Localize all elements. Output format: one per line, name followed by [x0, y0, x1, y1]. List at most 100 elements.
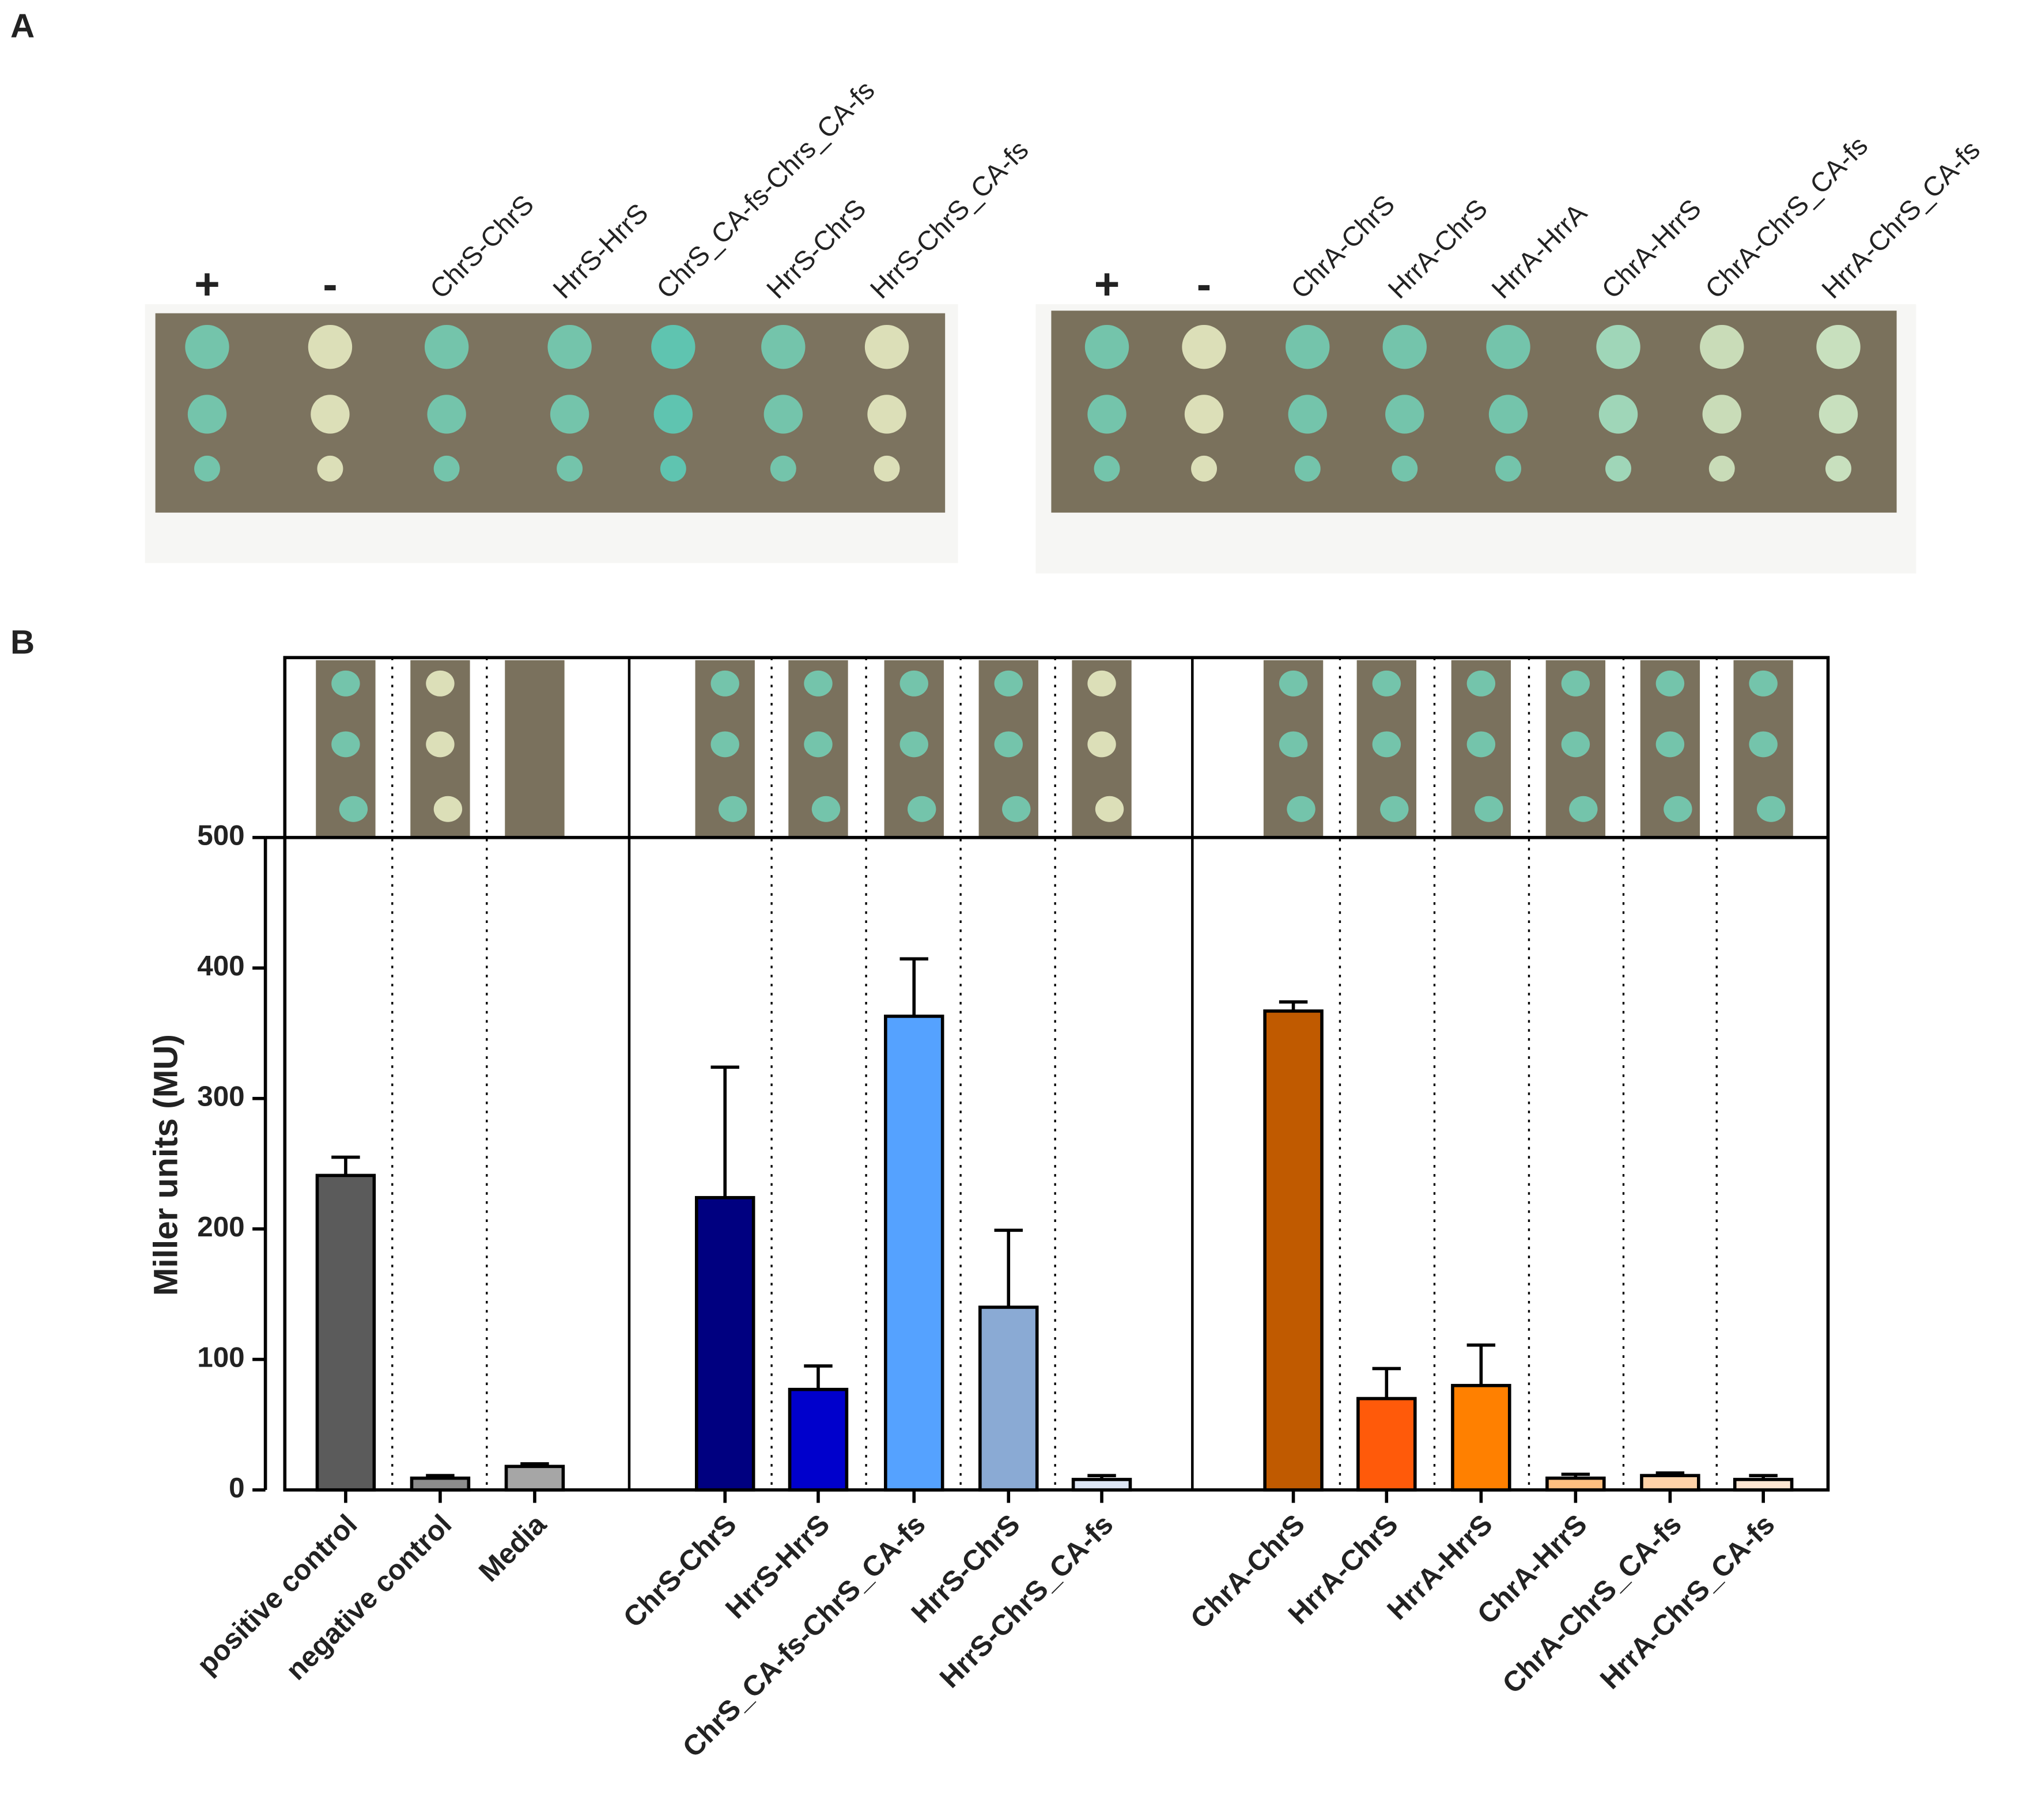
spot — [331, 670, 360, 697]
colony — [651, 324, 695, 369]
spot — [1466, 670, 1496, 697]
colony — [550, 395, 589, 434]
spot — [1655, 670, 1685, 697]
colony — [660, 455, 686, 482]
spot — [331, 731, 360, 758]
plate-label: HrrS-HrrS — [547, 197, 654, 304]
bar — [1356, 1397, 1417, 1492]
spot — [1002, 796, 1031, 822]
spot — [1087, 670, 1116, 697]
colony — [1084, 324, 1129, 369]
spot — [426, 670, 455, 697]
y-tick-label: 300 — [197, 1081, 244, 1113]
colony — [763, 395, 803, 434]
spot — [1569, 796, 1598, 822]
spot — [908, 796, 936, 822]
spot — [1756, 796, 1786, 822]
colony — [1385, 395, 1424, 434]
bar — [1071, 1478, 1132, 1492]
plate-label: + — [1094, 260, 1120, 309]
colony — [1486, 324, 1530, 369]
x-tick-label: HrrA-ChrS_CA-fs — [1594, 1508, 1780, 1695]
colony — [311, 395, 350, 434]
spot — [811, 796, 841, 822]
plate-label: - — [323, 260, 337, 309]
spot — [994, 670, 1023, 697]
colony — [1816, 324, 1861, 369]
plate-label: HrrS-ChrS_CA-fs — [864, 134, 1034, 304]
panel-label: A — [10, 7, 35, 45]
colony — [761, 324, 806, 369]
spot — [899, 731, 928, 758]
colony — [1392, 455, 1418, 482]
colony — [1191, 455, 1218, 482]
spot — [718, 796, 747, 822]
colony — [867, 395, 906, 434]
spot — [1466, 731, 1496, 758]
spot — [899, 670, 928, 697]
colony — [1598, 395, 1638, 434]
bar — [410, 1476, 471, 1492]
plate-label: HrrS-ChrS — [761, 193, 872, 304]
frame — [283, 656, 1830, 1492]
spot — [1087, 731, 1116, 758]
x-tick-label: positive control — [191, 1508, 363, 1681]
spot — [1655, 731, 1685, 758]
x-tick-label: HrrS-ChrS_CA-fs — [933, 1508, 1119, 1694]
spot — [1287, 796, 1315, 822]
y-tick-label: 0 — [229, 1472, 244, 1504]
colony — [1825, 455, 1851, 482]
y-tick-label: 100 — [197, 1342, 244, 1373]
spot — [994, 731, 1023, 758]
colony — [1288, 395, 1327, 434]
colony — [770, 455, 796, 482]
plate-label: ChrS_CA-fs-Chrs_CA-fs — [651, 74, 880, 304]
spot — [1279, 670, 1308, 697]
spot — [1561, 731, 1590, 758]
colony — [1819, 395, 1858, 434]
bar — [694, 1195, 755, 1492]
colony — [424, 324, 469, 369]
colony — [433, 455, 460, 482]
colony — [1382, 324, 1427, 369]
spot — [1749, 670, 1778, 697]
bar — [884, 1015, 944, 1492]
colony — [1182, 324, 1226, 369]
spot — [426, 731, 455, 758]
colony — [1087, 395, 1126, 434]
x-tick-label: Media — [473, 1508, 553, 1588]
colony — [1700, 324, 1744, 369]
colony — [874, 455, 900, 482]
bar — [1733, 1478, 1794, 1492]
bar — [315, 1174, 376, 1492]
spot — [1095, 796, 1124, 822]
panel-label: B — [10, 623, 35, 661]
bar — [978, 1306, 1039, 1492]
colony — [1702, 395, 1741, 434]
plate-label: ChrA-ChrS — [1285, 189, 1401, 305]
bar — [1451, 1384, 1511, 1492]
x-tick-label: ChrA-ChrS_CA-fs — [1496, 1508, 1688, 1700]
spot — [1380, 796, 1409, 822]
colony — [1605, 455, 1631, 482]
spot — [1372, 670, 1401, 697]
spot — [804, 670, 833, 697]
colony — [308, 324, 353, 369]
plate-label: + — [194, 260, 220, 309]
colony — [547, 324, 592, 369]
spot — [339, 796, 368, 822]
plate-label: HrrA-HrrA — [1485, 197, 1593, 304]
colony — [864, 324, 909, 369]
spot — [1749, 731, 1778, 758]
spot — [710, 731, 739, 758]
colony — [1488, 395, 1528, 434]
colony — [653, 395, 693, 434]
y-tick-label: 400 — [197, 950, 244, 982]
colony — [185, 324, 229, 369]
bar — [788, 1387, 849, 1492]
bar — [1640, 1474, 1700, 1492]
bar — [1263, 1009, 1324, 1492]
x-tick-label: ChrS-ChrS — [617, 1508, 742, 1633]
plate-label: ChrS-ChrS — [424, 189, 540, 305]
